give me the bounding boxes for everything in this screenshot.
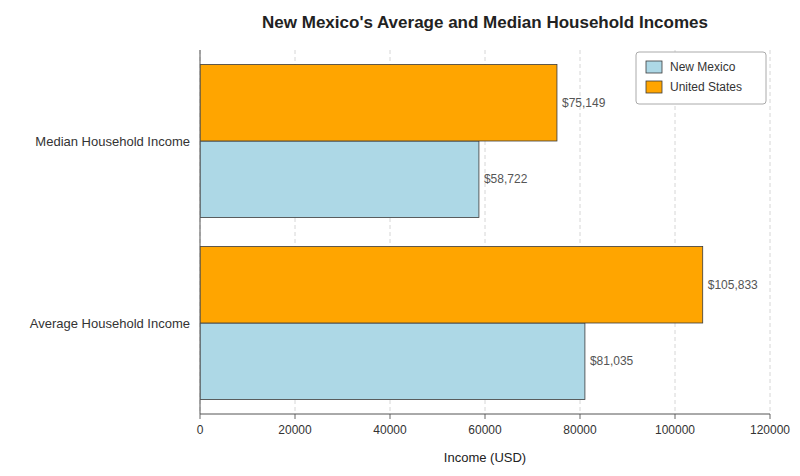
x-tick <box>675 414 676 419</box>
data-label: $58,722 <box>484 172 528 186</box>
x-tick-label: 20000 <box>278 423 312 437</box>
data-label: $75,149 <box>562 96 606 110</box>
bar <box>200 323 585 399</box>
bar <box>200 65 557 141</box>
grid-line <box>770 50 771 414</box>
x-tick <box>200 414 201 419</box>
x-tick-label: 40000 <box>373 423 407 437</box>
x-tick <box>295 414 296 419</box>
x-tick <box>485 414 486 419</box>
data-label: $81,035 <box>590 354 634 368</box>
grid <box>200 50 770 414</box>
y-tick-label: Average Household Income <box>30 316 190 331</box>
y-axis-line <box>200 50 201 414</box>
x-tick <box>580 414 581 419</box>
x-tick-label: 100000 <box>655 423 695 437</box>
data-label: $105,833 <box>708 278 758 292</box>
legend-swatch <box>646 61 662 73</box>
y-tick-label: Median Household Income <box>35 134 190 149</box>
x-tick <box>770 414 771 419</box>
x-tick-label: 60000 <box>468 423 502 437</box>
x-tick-label: 80000 <box>563 423 597 437</box>
title: New Mexico's Average and Median Househol… <box>262 13 708 32</box>
grid-line <box>200 50 201 414</box>
legend-label: United States <box>670 80 742 94</box>
x-tick <box>390 414 391 419</box>
x-tick-label: 120000 <box>750 423 790 437</box>
legend-box <box>636 52 766 104</box>
legend-label: New Mexico <box>670 60 736 74</box>
x-axis-line <box>200 414 770 415</box>
grid-line <box>675 50 676 414</box>
bar <box>200 141 479 217</box>
data-labels: $81,035 $105,833 $58,722 $75,149 <box>484 96 758 368</box>
x-tick-label: 0 <box>197 423 204 437</box>
bar <box>200 247 703 323</box>
legend: New Mexico United States <box>636 52 766 104</box>
bars <box>200 65 703 400</box>
chart-svg: New Mexico's Average and Median Househol… <box>0 0 800 476</box>
x-axis-label: Income (USD) <box>444 450 526 465</box>
chart-container: New Mexico's Average and Median Househol… <box>0 0 800 476</box>
legend-swatch <box>646 81 662 93</box>
